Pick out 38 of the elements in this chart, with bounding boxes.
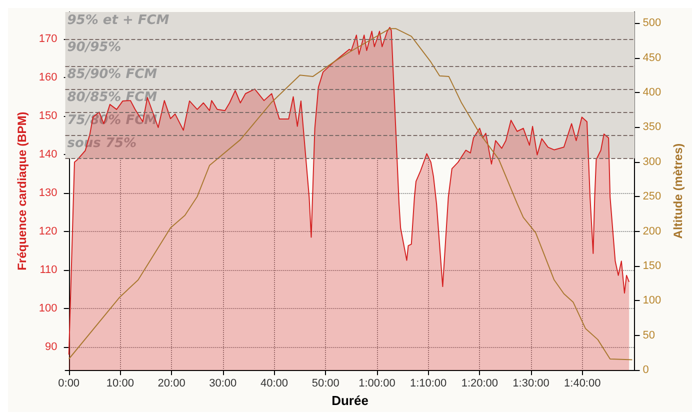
band-label: 95% et + FCM xyxy=(67,13,170,28)
y-tick-label: 100 xyxy=(38,302,58,314)
y-axis-title: Fréquence cardiaque (BPM) xyxy=(15,112,29,270)
y-tick-label: 170 xyxy=(38,32,58,45)
y2-tick-label: 100 xyxy=(642,294,662,307)
y-tick-label: 160 xyxy=(38,71,58,84)
y2-tick-label: 0 xyxy=(642,364,649,376)
y2-tick-label: 350 xyxy=(642,121,662,134)
x-tick-label: 1:10:00 xyxy=(410,378,447,390)
x-tick-label: 1:40:00 xyxy=(564,378,601,390)
x-tick-label: 30:00 xyxy=(209,378,237,390)
y-tick-label: 130 xyxy=(38,186,58,199)
y2-tick-label: 200 xyxy=(642,225,662,238)
y2-tick-label: 500 xyxy=(642,17,662,30)
x-tick-label: 50:00 xyxy=(312,378,340,390)
band-label: 80/85% FCM xyxy=(67,90,158,106)
y2-axis-title: Altitude (mètres) xyxy=(671,143,685,239)
y2-tick-label: 400 xyxy=(642,86,662,99)
x-tick-label: 40:00 xyxy=(260,378,288,390)
y2-tick-label: 150 xyxy=(642,260,662,272)
y-tick-label: 120 xyxy=(38,225,58,238)
y2-tick-label: 50 xyxy=(642,329,655,342)
y-tick-label: 150 xyxy=(38,110,58,122)
y-tick-label: 140 xyxy=(38,148,58,160)
x-tick-label: 1:00:00 xyxy=(358,378,396,390)
x-tick-label: 1:20:00 xyxy=(461,378,498,390)
y2-tick-label: 300 xyxy=(642,156,662,168)
x-axis-title: Durée xyxy=(332,393,368,408)
band-label: 90/95% xyxy=(67,40,122,55)
x-tick-label: 10:00 xyxy=(106,378,134,390)
y2-tick-label: 450 xyxy=(642,52,662,64)
x-tick-label: 0:00 xyxy=(58,378,80,390)
x-tick-label: 20:00 xyxy=(158,378,186,390)
y2-tick-label: 250 xyxy=(642,190,662,203)
y-tick-label: 90 xyxy=(45,340,58,353)
y-tick-label: 110 xyxy=(40,264,58,276)
band-label: 85/90% FCM xyxy=(67,66,158,82)
x-tick-label: 1:30:00 xyxy=(512,378,550,390)
